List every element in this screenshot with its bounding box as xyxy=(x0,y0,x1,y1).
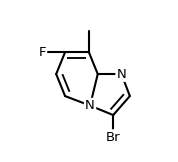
Text: N: N xyxy=(117,68,126,81)
Text: N: N xyxy=(85,99,95,112)
Text: Br: Br xyxy=(106,131,121,144)
Text: F: F xyxy=(38,46,46,59)
